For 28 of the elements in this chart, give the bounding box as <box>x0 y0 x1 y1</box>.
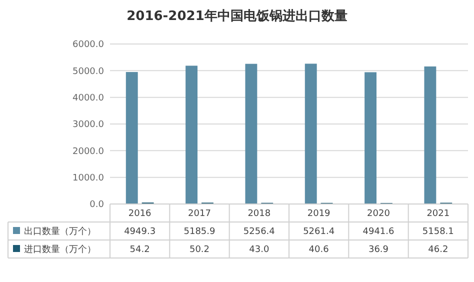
x-tick-label: 2018 <box>248 209 271 220</box>
x-tick-label: 2021 <box>426 209 450 220</box>
y-tick-label: 6000.0 <box>72 40 104 50</box>
chart-title: 2016-2021年中国电饭锅进出口数量 <box>126 9 348 24</box>
data-label: 54.2 <box>130 245 150 256</box>
data-label: 5256.4 <box>243 227 276 238</box>
data-label: 40.6 <box>308 245 330 256</box>
y-tick-label: 4000.0 <box>72 93 104 104</box>
data-label: 5185.9 <box>184 227 216 238</box>
x-tick-label: 2017 <box>188 209 211 220</box>
x-tick-label: 2016 <box>128 209 152 220</box>
data-label: 4941.6 <box>362 227 395 238</box>
data-label: 4949.3 <box>124 227 156 238</box>
x-tick-label: 2019 <box>307 209 331 220</box>
data-label: 36.9 <box>368 245 389 256</box>
data-label: 5158.1 <box>422 227 454 238</box>
data-label: 50.2 <box>189 245 210 256</box>
y-tick-label: 2000.0 <box>72 146 104 157</box>
legend-label: 出口数量（万个） <box>24 226 96 238</box>
data-label: 46.2 <box>428 245 448 256</box>
y-tick-label: 3000.0 <box>72 120 104 130</box>
y-tick-label: 5000.0 <box>72 66 104 77</box>
x-tick-label: 2020 <box>367 209 390 220</box>
data-label: 5261.4 <box>303 227 335 238</box>
y-tick-label: 1000.0 <box>72 173 104 184</box>
y-tick-label: 0.0 <box>90 200 104 210</box>
legend-label: 进口数量（万个） <box>24 244 96 256</box>
data-label: 43.0 <box>249 245 270 256</box>
